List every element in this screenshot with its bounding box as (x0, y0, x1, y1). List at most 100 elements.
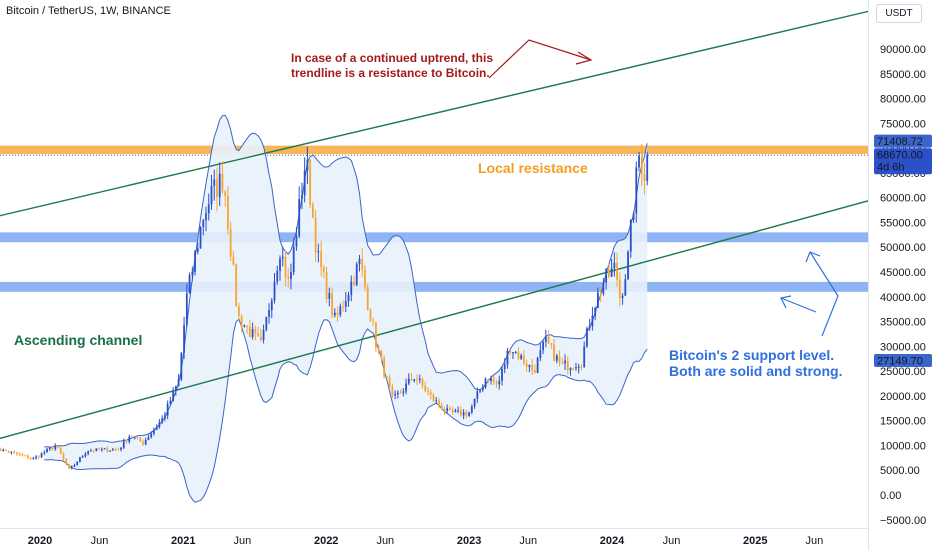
candle-body (35, 456, 37, 459)
candle-body (528, 364, 531, 367)
candle (396, 390, 399, 399)
candle (402, 388, 405, 397)
candle-body (257, 333, 259, 337)
candle-body (517, 351, 520, 360)
price-tick-label: 80000.00 (880, 94, 926, 106)
bollinger-upper-band (44, 114, 648, 448)
candle-body (57, 445, 59, 448)
candle (553, 338, 555, 362)
price-tick-label: 25000.00 (880, 366, 926, 378)
candle-body (347, 294, 350, 302)
candle-body (303, 170, 306, 196)
candle-body (81, 456, 84, 458)
candle (525, 359, 528, 372)
candle-body (16, 452, 18, 455)
blue-arrow-upper-head[interactable] (805, 251, 821, 263)
candle-body (298, 199, 301, 237)
candle-body (629, 219, 632, 252)
candle (155, 424, 158, 431)
support-note-line2[interactable]: Both are solid and strong. (669, 363, 842, 379)
candle (139, 437, 142, 442)
candle-body (125, 441, 128, 443)
candle (32, 456, 35, 460)
candle-body (339, 306, 342, 315)
candle-body (599, 292, 602, 294)
candle-body (336, 312, 339, 315)
candle (29, 457, 32, 460)
candle-body (103, 448, 106, 450)
candle (320, 240, 323, 277)
candle (7, 450, 10, 453)
candle-body (449, 408, 451, 410)
ascending-channel-label[interactable]: Ascending channel (14, 332, 142, 348)
candle (347, 291, 350, 307)
candle-body (161, 418, 164, 423)
candle (479, 389, 481, 394)
candle (446, 404, 449, 414)
candle (542, 339, 544, 354)
candle-body (353, 281, 355, 286)
candle-body (196, 248, 199, 252)
candle-body (377, 347, 380, 351)
candle-body (79, 457, 81, 463)
candle-body (229, 228, 232, 257)
resistance-note-line2[interactable]: trendline is a resistance to Bitcoin. (291, 66, 490, 80)
blue-arrow-lower-head[interactable] (780, 295, 792, 309)
channel-upper-trendline[interactable] (0, 4, 898, 217)
resistance-note-line1[interactable]: In case of a continued uptrend, this (291, 51, 493, 65)
candle-body (405, 383, 407, 392)
candle-body (314, 217, 317, 252)
candle-body (317, 251, 320, 253)
candle-body (632, 213, 635, 220)
candle (613, 252, 616, 277)
candle (413, 378, 416, 383)
time-axis[interactable]: 2020 Jun 2021 Jun 2022 Jun 2023 Jun 2024 Jun 2025 J… (28, 535, 824, 547)
candle-body (183, 324, 185, 353)
candle (147, 434, 150, 441)
candle (185, 283, 188, 328)
low-price-tag: 27149.70 (877, 355, 923, 367)
candle (287, 267, 290, 288)
candle (158, 419, 161, 429)
candle-body (635, 167, 638, 214)
candle (523, 350, 525, 366)
candle (610, 258, 613, 277)
ascending-channel-lines[interactable] (0, 4, 898, 440)
support-note-line1[interactable]: Bitcoin's 2 support level. (669, 347, 834, 363)
red-arrow-head[interactable] (575, 51, 593, 65)
candle-body (262, 329, 265, 341)
candle-body (54, 445, 57, 449)
red-arrow-up[interactable] (488, 39, 592, 79)
candle-body (501, 369, 503, 381)
candle (279, 255, 281, 281)
blue-arrow-lower[interactable] (780, 297, 817, 313)
candle (109, 450, 111, 452)
candle-body (120, 447, 122, 450)
candle-body (70, 466, 73, 469)
local-resistance-label[interactable]: Local resistance (478, 160, 588, 176)
candle (503, 358, 506, 374)
candle (81, 455, 84, 458)
annotation-arrows[interactable] (488, 39, 839, 337)
candle (501, 366, 503, 386)
candle (180, 352, 183, 382)
candle (427, 386, 429, 396)
channel-lower-trendline[interactable] (0, 193, 898, 441)
candle (635, 161, 638, 223)
candle-body (122, 441, 125, 448)
candle-body (227, 195, 229, 229)
candle (432, 393, 435, 402)
candle (473, 398, 476, 409)
candle-body (309, 159, 312, 205)
blue-arrow-upper[interactable] (809, 251, 839, 337)
candle-body (29, 458, 32, 460)
support-zone-2 (0, 232, 868, 243)
candle (84, 452, 87, 458)
candle-body (163, 415, 166, 419)
candle-body (396, 392, 399, 395)
candle (213, 169, 216, 201)
currency-selector[interactable]: USDT (876, 4, 922, 23)
candle (605, 268, 608, 290)
candle (424, 381, 427, 393)
